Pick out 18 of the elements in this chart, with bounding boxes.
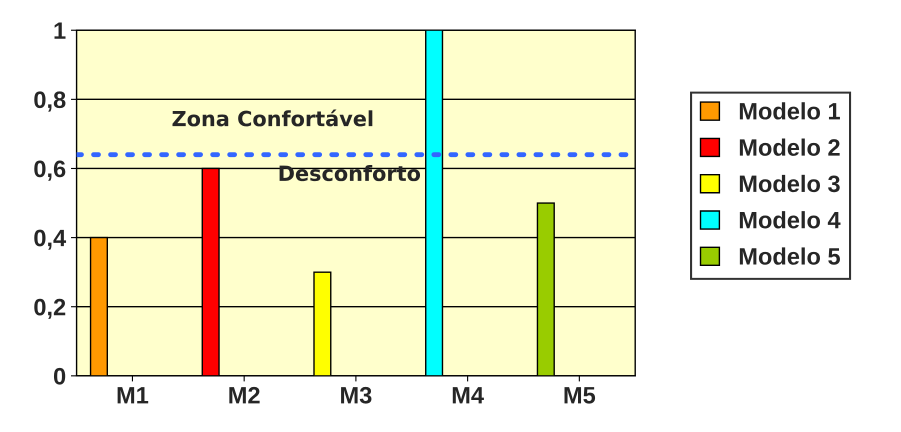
legend-label: Modelo 5 [740,247,840,265]
annotation: Desconforto [280,165,420,182]
y-tick-label: 0,2 [34,298,66,319]
y-tick-label: 1 [54,22,66,39]
legend-label: Modelo 2 [740,138,840,156]
x-tick-label: M3 [341,386,372,404]
legend-label: Modelo 4 [740,211,840,228]
x-tick-label: M2 [229,386,260,404]
annotation: Zona Confortável [172,109,372,126]
y-tick-label: 0,6 [34,160,66,181]
legend-label: Modelo 1 [740,102,840,120]
y-tick-label: 0,8 [34,91,66,112]
y-tick-label: 0,4 [34,230,66,250]
y-tick-label: 0 [54,368,66,385]
x-tick-label: M4 [452,387,484,404]
legend-label: Modelo 3 [740,174,840,192]
x-tick-label: M1 [118,387,148,404]
x-tick-label: M5 [564,387,596,404]
